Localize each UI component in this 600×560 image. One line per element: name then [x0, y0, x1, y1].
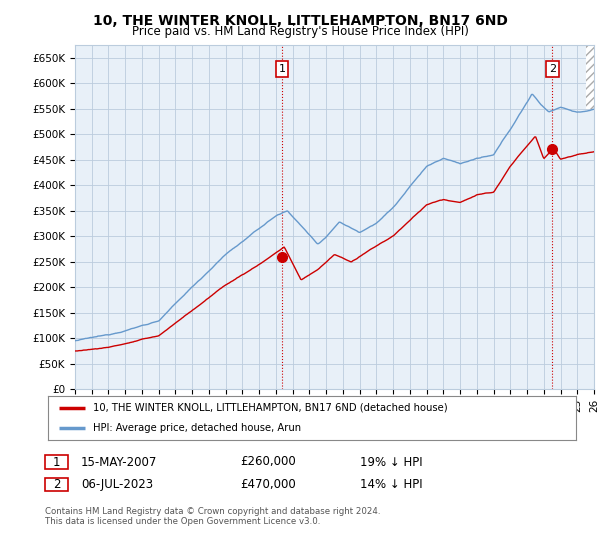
Text: HPI: Average price, detached house, Arun: HPI: Average price, detached house, Arun [93, 423, 301, 433]
Text: 19% ↓ HPI: 19% ↓ HPI [360, 455, 422, 469]
Text: £470,000: £470,000 [240, 478, 296, 491]
Text: 1: 1 [53, 455, 60, 469]
Text: 10, THE WINTER KNOLL, LITTLEHAMPTON, BN17 6ND (detached house): 10, THE WINTER KNOLL, LITTLEHAMPTON, BN1… [93, 403, 448, 413]
Text: 10, THE WINTER KNOLL, LITTLEHAMPTON, BN17 6ND: 10, THE WINTER KNOLL, LITTLEHAMPTON, BN1… [92, 14, 508, 28]
Text: 1: 1 [278, 64, 286, 74]
Text: Contains HM Land Registry data © Crown copyright and database right 2024.
This d: Contains HM Land Registry data © Crown c… [45, 507, 380, 526]
Text: 06-JUL-2023: 06-JUL-2023 [81, 478, 153, 491]
Text: Price paid vs. HM Land Registry's House Price Index (HPI): Price paid vs. HM Land Registry's House … [131, 25, 469, 38]
Text: £260,000: £260,000 [240, 455, 296, 469]
Text: 15-MAY-2007: 15-MAY-2007 [81, 455, 157, 469]
Text: 2: 2 [53, 478, 60, 491]
Text: 14% ↓ HPI: 14% ↓ HPI [360, 478, 422, 491]
Text: 2: 2 [549, 64, 556, 74]
